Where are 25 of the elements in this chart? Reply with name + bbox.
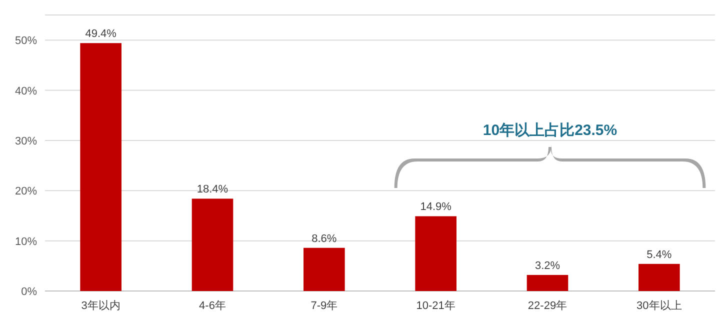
x-tick-label: 7-9年 xyxy=(310,300,338,312)
y-tick-label: 10% xyxy=(14,236,38,248)
y-tick-label: 20% xyxy=(14,186,38,198)
bar xyxy=(80,43,122,291)
bar xyxy=(638,264,680,291)
x-tick-label: 10-21年 xyxy=(416,300,456,312)
data-label: 3.2% xyxy=(534,260,560,272)
bar xyxy=(526,274,568,291)
bar xyxy=(415,216,456,291)
y-tick-label: 30% xyxy=(14,135,38,148)
data-label: 5.4% xyxy=(646,248,672,261)
y-tick-label: 50% xyxy=(14,35,38,48)
bar xyxy=(304,248,345,291)
annotation: 10年以上占比23.5% xyxy=(482,122,618,139)
data-label: 18.4% xyxy=(196,184,228,196)
y-tick-label: 40% xyxy=(14,85,38,98)
data-label: 14.9% xyxy=(420,201,452,214)
x-tick-label: 3年以内 xyxy=(81,299,120,312)
data-label: 49.4% xyxy=(85,28,117,40)
x-tick-label: 22-29年 xyxy=(528,300,568,312)
y-tick-label: 0% xyxy=(21,286,38,298)
x-tick-label: 30年以上 xyxy=(636,299,682,312)
bar xyxy=(192,198,234,291)
data-label: 8.6% xyxy=(312,232,337,245)
x-tick-label: 4-6年 xyxy=(199,300,226,312)
